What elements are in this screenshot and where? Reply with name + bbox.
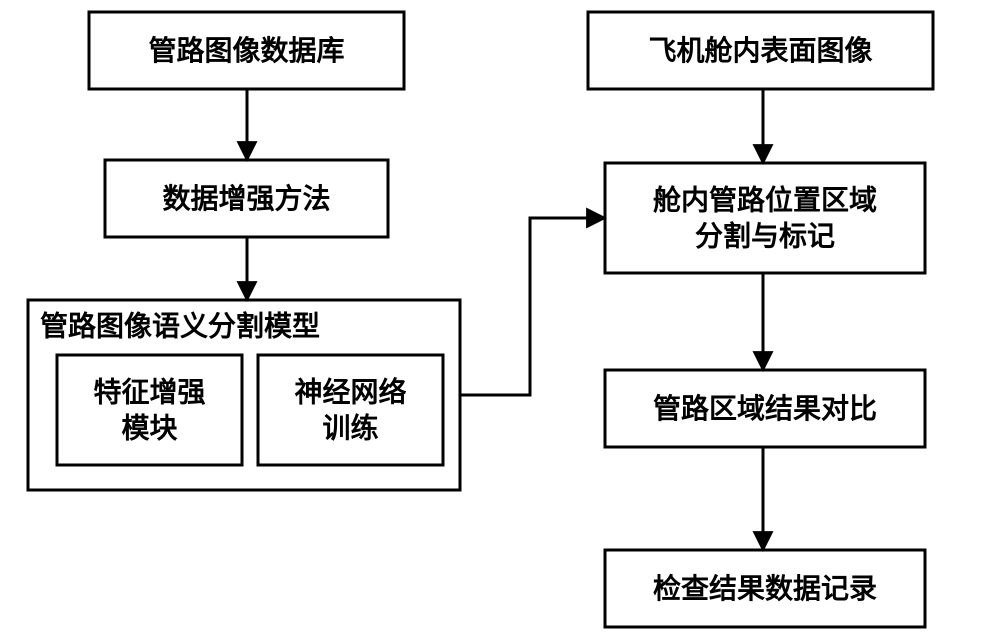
svg-text:飞机舱内表面图像: 飞机舱内表面图像 bbox=[648, 34, 873, 66]
svg-text:管路图像数据库: 管路图像数据库 bbox=[148, 34, 344, 66]
svg-text:舱内管路位置区域: 舱内管路位置区域 bbox=[653, 183, 877, 215]
node-inspection-result-record: 检查结果数据记录 bbox=[605, 550, 925, 627]
node-feature-enhance-module: 特征增强 模块 bbox=[57, 355, 242, 465]
node-neural-network-training: 神经网络 训练 bbox=[258, 355, 443, 465]
svg-text:检查结果数据记录: 检查结果数据记录 bbox=[653, 572, 877, 604]
edge-5 bbox=[460, 218, 605, 395]
svg-text:特征增强: 特征增强 bbox=[93, 376, 205, 407]
flowchart-canvas: 管路图像数据库 数据增强方法 管路图像语义分割模型 特征增强 模块 神经网络 训… bbox=[0, 0, 1000, 643]
svg-text:神经网络: 神经网络 bbox=[294, 375, 406, 407]
node-cabin-surface-image: 飞机舱内表面图像 bbox=[588, 12, 933, 89]
svg-text:训练: 训练 bbox=[322, 411, 378, 443]
node-data-augmentation: 数据增强方法 bbox=[105, 160, 388, 237]
node-pipe-region-segmentation: 舱内管路位置区域 分割与标记 bbox=[605, 163, 925, 273]
svg-text:管路区域结果对比: 管路区域结果对比 bbox=[653, 392, 877, 424]
svg-text:模块: 模块 bbox=[121, 412, 177, 443]
node-pipe-image-database: 管路图像数据库 bbox=[89, 12, 404, 89]
svg-text:分割与标记: 分割与标记 bbox=[695, 219, 835, 251]
node-semantic-segmentation-model: 管路图像语义分割模型 特征增强 模块 神经网络 训练 bbox=[28, 300, 460, 490]
svg-text:数据增强方法: 数据增强方法 bbox=[162, 182, 330, 214]
node-region-result-compare: 管路区域结果对比 bbox=[605, 370, 925, 447]
svg-text:管路图像语义分割模型: 管路图像语义分割模型 bbox=[40, 309, 320, 341]
